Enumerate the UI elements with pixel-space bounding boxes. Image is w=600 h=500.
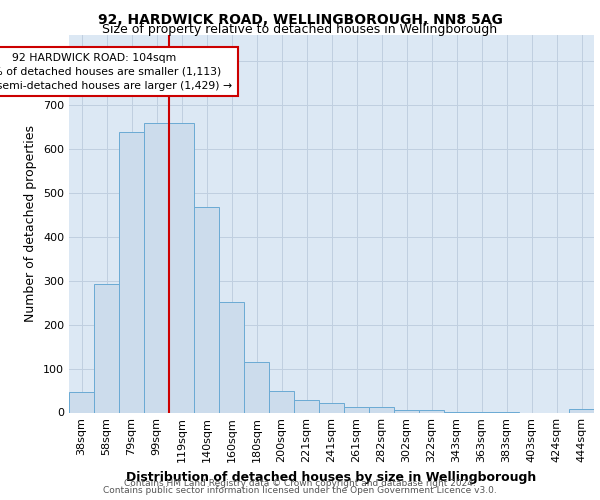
Text: Contains public sector information licensed under the Open Government Licence v3: Contains public sector information licen…	[103, 486, 497, 495]
Text: 92, HARDWICK ROAD, WELLINGBOROUGH, NN8 5AG: 92, HARDWICK ROAD, WELLINGBOROUGH, NN8 5…	[98, 12, 502, 26]
Bar	[319, 403, 344, 412]
X-axis label: Distribution of detached houses by size in Wellingborough: Distribution of detached houses by size …	[127, 471, 536, 484]
Bar	[119, 132, 144, 412]
Bar	[144, 123, 169, 412]
Bar	[94, 284, 119, 412]
Bar	[344, 407, 369, 412]
Bar	[569, 409, 594, 412]
Bar	[269, 390, 294, 412]
Bar	[219, 302, 244, 412]
Bar	[69, 392, 94, 412]
Bar	[369, 407, 394, 412]
Bar	[194, 207, 219, 412]
Bar	[394, 410, 419, 412]
Bar	[419, 410, 444, 412]
Bar	[244, 362, 269, 412]
Bar	[169, 123, 194, 412]
Text: 92 HARDWICK ROAD: 104sqm
← 43% of detached houses are smaller (1,113)
56% of sem: 92 HARDWICK ROAD: 104sqm ← 43% of detach…	[0, 52, 233, 90]
Text: Contains HM Land Registry data © Crown copyright and database right 2024.: Contains HM Land Registry data © Crown c…	[124, 478, 476, 488]
Bar	[294, 400, 319, 412]
Y-axis label: Number of detached properties: Number of detached properties	[25, 125, 37, 322]
Text: Size of property relative to detached houses in Wellingborough: Size of property relative to detached ho…	[103, 22, 497, 36]
